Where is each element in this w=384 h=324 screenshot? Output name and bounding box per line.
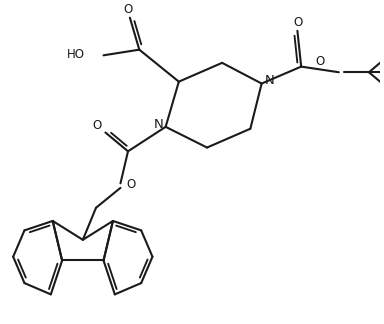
Text: N: N (154, 118, 164, 131)
Text: HO: HO (67, 48, 85, 61)
Text: O: O (93, 119, 102, 132)
Text: O: O (126, 178, 136, 191)
Text: O: O (124, 3, 133, 16)
Text: O: O (293, 16, 303, 29)
Text: O: O (315, 55, 324, 68)
Text: N: N (264, 75, 274, 87)
